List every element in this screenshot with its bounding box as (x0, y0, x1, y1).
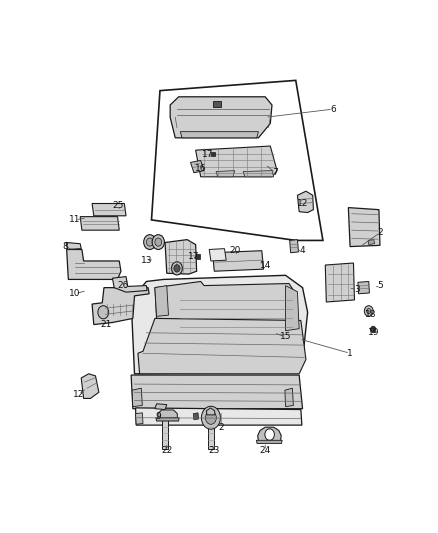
Circle shape (172, 262, 182, 275)
Text: 9: 9 (155, 413, 161, 422)
Polygon shape (131, 375, 303, 409)
Polygon shape (209, 248, 226, 261)
Text: 22: 22 (161, 446, 173, 455)
Circle shape (152, 235, 164, 249)
Polygon shape (165, 240, 197, 274)
Text: 17: 17 (188, 252, 200, 261)
Text: 12: 12 (73, 390, 84, 399)
Text: 11: 11 (69, 215, 81, 224)
Polygon shape (285, 388, 293, 407)
Polygon shape (258, 427, 281, 442)
Polygon shape (216, 171, 235, 177)
Polygon shape (131, 276, 307, 374)
Polygon shape (155, 286, 169, 317)
Polygon shape (113, 277, 147, 292)
Polygon shape (196, 254, 200, 259)
Polygon shape (156, 418, 179, 421)
Circle shape (144, 235, 156, 249)
Text: 12: 12 (297, 199, 308, 208)
Polygon shape (81, 374, 99, 399)
Circle shape (98, 306, 109, 319)
Polygon shape (132, 388, 142, 407)
Text: 4: 4 (300, 246, 305, 255)
Polygon shape (135, 413, 143, 424)
Text: 25: 25 (112, 201, 123, 210)
Text: 5: 5 (378, 281, 384, 290)
Text: 15: 15 (280, 333, 291, 341)
Text: 20: 20 (229, 246, 240, 255)
Text: 13: 13 (141, 256, 152, 265)
Text: 6: 6 (330, 104, 336, 114)
Polygon shape (158, 410, 177, 419)
Polygon shape (193, 413, 199, 420)
Polygon shape (92, 204, 126, 216)
Polygon shape (358, 281, 369, 294)
Text: 26: 26 (117, 281, 128, 290)
Text: 16: 16 (195, 164, 206, 173)
Polygon shape (80, 216, 119, 230)
Polygon shape (155, 404, 167, 409)
Polygon shape (286, 286, 299, 330)
Polygon shape (92, 288, 149, 325)
Circle shape (155, 238, 162, 246)
Circle shape (364, 306, 373, 317)
Polygon shape (191, 160, 204, 173)
Text: 23: 23 (208, 446, 220, 455)
Polygon shape (135, 408, 302, 425)
Polygon shape (196, 146, 277, 177)
Text: 1: 1 (347, 349, 353, 358)
Circle shape (201, 406, 220, 429)
Text: 18: 18 (365, 310, 376, 319)
Text: 10: 10 (69, 289, 81, 298)
Polygon shape (243, 171, 274, 177)
Text: 19: 19 (368, 328, 380, 337)
FancyBboxPatch shape (162, 418, 168, 449)
Text: 17: 17 (202, 150, 213, 159)
Polygon shape (67, 249, 121, 279)
Circle shape (265, 429, 274, 440)
Polygon shape (212, 251, 264, 271)
Polygon shape (206, 408, 215, 415)
Polygon shape (211, 152, 215, 156)
Text: 2: 2 (218, 423, 224, 432)
Text: 7: 7 (272, 168, 278, 177)
Text: 3: 3 (354, 285, 360, 294)
Polygon shape (348, 207, 380, 247)
Polygon shape (256, 440, 282, 443)
Text: 14: 14 (260, 261, 271, 270)
Text: 8: 8 (62, 242, 68, 251)
FancyBboxPatch shape (208, 417, 214, 449)
Polygon shape (152, 80, 323, 240)
Circle shape (174, 265, 180, 272)
Polygon shape (368, 240, 374, 245)
Polygon shape (66, 243, 81, 249)
Circle shape (205, 411, 216, 424)
Polygon shape (290, 240, 298, 253)
Polygon shape (155, 281, 298, 333)
Circle shape (371, 326, 376, 333)
Circle shape (367, 309, 371, 313)
Polygon shape (138, 318, 306, 374)
Text: 24: 24 (260, 446, 271, 455)
Polygon shape (212, 101, 221, 107)
Text: 21: 21 (100, 320, 111, 329)
Polygon shape (180, 132, 258, 138)
Polygon shape (297, 191, 314, 213)
Text: 2: 2 (378, 228, 383, 237)
Polygon shape (325, 263, 354, 302)
Circle shape (146, 238, 153, 246)
Polygon shape (170, 97, 272, 138)
